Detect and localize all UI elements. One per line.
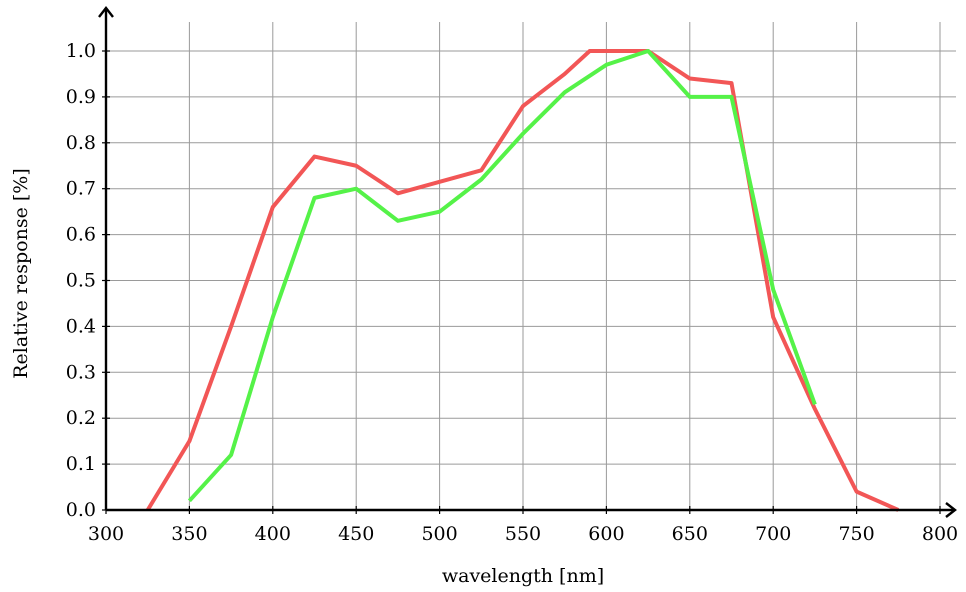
y-axis-label: Relative response [%] [10, 168, 32, 379]
x-tick-label: 350 [171, 523, 207, 545]
x-axis-arrow-icon [945, 502, 957, 518]
x-tick-label: 400 [255, 523, 291, 545]
y-tick-label: 0.0 [66, 499, 96, 521]
y-tick-label: 0.5 [66, 270, 96, 292]
x-tick-label: 800 [922, 523, 958, 545]
y-tick-label: 0.7 [66, 178, 96, 200]
y-tick-label: 0.4 [66, 315, 96, 337]
x-axis-label: wavelength [nm] [442, 565, 604, 587]
y-tick-label: 1.0 [66, 40, 96, 62]
axes [98, 6, 957, 518]
x-tick-label: 300 [88, 523, 124, 545]
x-tick-label: 750 [838, 523, 874, 545]
y-tick-label: 0.1 [66, 453, 96, 475]
x-tick-label: 650 [672, 523, 708, 545]
y-tick-label: 0.8 [66, 132, 96, 154]
y-tick-label: 0.9 [66, 86, 96, 108]
grid [106, 22, 956, 510]
series-line-red [145, 49, 900, 512]
x-tick-label: 500 [421, 523, 457, 545]
y-axis-arrow-icon [98, 6, 114, 18]
series-line-green [187, 49, 817, 503]
x-tick-label: 550 [505, 523, 541, 545]
tick-labels: 300 350 400 450 500 550 600 650 700 750 800 0.0 0.1 0… [66, 40, 958, 545]
y-tick-label: 0.6 [66, 224, 96, 246]
x-tick-label: 600 [588, 523, 624, 545]
x-tick-label: 450 [338, 523, 374, 545]
y-tick-label: 0.3 [66, 361, 96, 383]
x-tick-label: 700 [755, 523, 791, 545]
series-layer [145, 49, 900, 512]
y-tick-label: 0.2 [66, 407, 96, 429]
